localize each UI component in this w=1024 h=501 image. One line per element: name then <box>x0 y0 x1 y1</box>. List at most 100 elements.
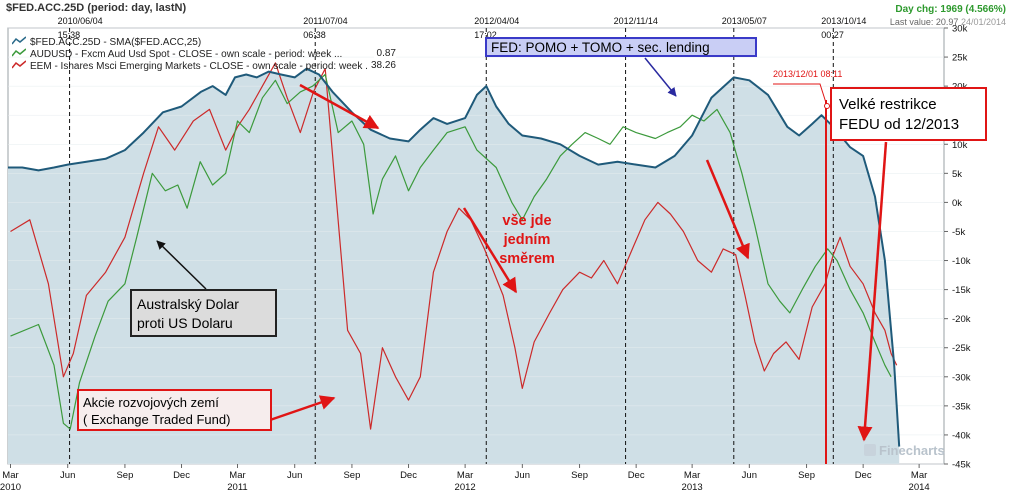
period-label: (period: day, lastN) <box>87 2 187 14</box>
x-tick-label: Dec <box>855 470 872 481</box>
y-tick-label: 10k <box>952 140 968 151</box>
symbol-label: $FED.ACC.25D <box>6 2 85 14</box>
y-tick-label: -10k <box>952 256 971 267</box>
annotation-text-line2: jedním <box>503 232 551 248</box>
annotation-text-line2: ( Exchange Traded Fund) <box>83 412 231 427</box>
finecharts-logo-icon <box>864 444 876 456</box>
x-tick-label: Mar <box>684 470 700 481</box>
legend-item-eem[interactable]: EEM - Ishares Msci Emerging Markets - CL… <box>12 60 396 72</box>
annotation-fed-operations: FED: POMO + TOMO + sec. lending <box>485 37 757 57</box>
annotation-text-line2: FEDU od 12/2013 <box>839 116 960 133</box>
x-year-label: 2010 <box>0 482 21 493</box>
restriction-date-connector <box>773 83 828 107</box>
x-tick-label: Jun <box>287 470 302 481</box>
date-markers: 2010/06/04 15:38 2011/07/04 06:38 2012/04/04… <box>58 16 866 464</box>
marker-time-label: 06:38 <box>303 30 326 40</box>
x-tick-label: Sep <box>343 470 360 481</box>
x-tick-label: Mar <box>229 470 245 481</box>
x-tick-label: Dec <box>173 470 190 481</box>
marker-label: 2012/11/14 <box>614 16 658 26</box>
legend-value: 38.26 <box>367 60 396 72</box>
annotation-text-line3: směrem <box>499 251 555 267</box>
series-line-fed <box>8 67 901 447</box>
legend-label: AUDUSD - Fxcm Aud Usd Spot - CLOSE - own… <box>30 49 343 60</box>
x-year-label: 2012 <box>455 482 476 493</box>
arrow-fed-decline-3 <box>705 159 750 260</box>
fed-area <box>8 68 900 464</box>
x-tick-label: Sep <box>116 470 133 481</box>
restriction-point <box>824 103 830 109</box>
series-line-eem <box>10 62 898 430</box>
legend-label: $FED.ACC.25D - SMA($FED.ACC,25) <box>30 37 202 48</box>
line-swatch-icon <box>12 60 27 70</box>
annotation-audusd: Australský Dolar proti US Dolaru <box>130 289 277 337</box>
y-tick-label: 5k <box>952 169 962 180</box>
day-change-value: Day chg: 1969 (4.566%) <box>895 4 1006 15</box>
line-swatch-icon <box>12 36 27 46</box>
fed-area-fill <box>8 68 900 464</box>
annotation-text-line2: proti US Dolaru <box>137 315 233 331</box>
annotation-emerging-markets: Akcie rozvojových zemí ( Exchange Traded… <box>77 389 272 431</box>
arrow-fed-decline-1 <box>299 83 380 130</box>
arrow-restrictions <box>857 141 888 442</box>
restriction-date-label: 2013/12/01 08:11 <box>773 69 843 79</box>
legend-item-audusd[interactable]: AUDUSD - Fxcm Aud Usd Spot - CLOSE - own… <box>12 48 396 60</box>
arrow-em <box>269 395 336 422</box>
y-tick-label: -15k <box>952 285 971 296</box>
marker-time-label: 00:27 <box>821 30 844 40</box>
marker-label: 2013/10/14 <box>821 16 866 26</box>
y-tick-label: 0k <box>952 198 962 209</box>
marker-label: 2011/07/04 <box>303 16 347 26</box>
x-tick-label: Mar <box>911 470 927 481</box>
x-tick-label: Sep <box>571 470 588 481</box>
y-tick-label: -20k <box>952 314 971 325</box>
last-value-label: Last value: 20.97 <box>889 17 959 27</box>
x-tick-label: Jun <box>60 470 75 481</box>
x-tick-label: Jun <box>515 470 530 481</box>
arrow-fed-box <box>644 57 677 97</box>
arrow-fed-decline-2 <box>462 207 518 294</box>
marker-label: 2012/04/04 <box>474 16 519 26</box>
day-change: Day chg: 1969 (4.566%) <box>895 4 1006 16</box>
y-tick-label: -35k <box>952 401 971 412</box>
x-tick-label: Jun <box>742 470 757 481</box>
annotation-text-line1: Australský Dolar <box>137 296 239 312</box>
x-tick-label: Mar <box>2 470 18 481</box>
finecharts-watermark: Finecharts <box>864 443 945 458</box>
x-tick-label: Dec <box>400 470 417 481</box>
y-tick-label: 25k <box>952 53 968 64</box>
marker-time-label: 15:38 <box>58 30 81 40</box>
x-tick-label: Dec <box>628 470 645 481</box>
annotation-text-line1: Velké restrikce <box>839 96 937 113</box>
annotation-text: FED: POMO + TOMO + sec. lending <box>491 40 710 55</box>
series-lines <box>8 62 901 447</box>
last-value-date: 24/01/2014 <box>960 17 1006 27</box>
annotation-same-direction: vše jde jedním směrem <box>482 212 572 269</box>
line-swatch-icon <box>12 48 27 58</box>
annotation-arrows <box>156 57 888 464</box>
legend-label: EEM - Ishares Msci Emerging Markets - CL… <box>30 61 374 72</box>
y-tick-label: 30k <box>952 24 968 35</box>
x-year-label: 2014 <box>909 482 930 493</box>
y-tick-label: -5k <box>952 227 965 238</box>
chart-title: $FED.ACC.25D (period: day, lastN) <box>6 2 186 14</box>
x-year-label: 2013 <box>682 482 703 493</box>
series-line-audusd <box>10 73 892 430</box>
y-tick-label: -25k <box>952 343 971 354</box>
last-value: Last value: 20.97 24/01/2014 <box>890 17 1006 27</box>
annotation-text-line1: Akcie rozvojových zemí <box>83 395 219 410</box>
y-tick-label: -30k <box>952 372 971 383</box>
y-tick-label: -40k <box>952 430 971 441</box>
x-year-label: 2011 <box>227 482 247 493</box>
legend: $FED.ACC.25D - SMA($FED.ACC,25) AUDUSD -… <box>12 36 396 72</box>
marker-label: 2010/06/04 <box>58 16 103 26</box>
arrow-aud <box>156 240 207 290</box>
legend-item-fed[interactable]: $FED.ACC.25D - SMA($FED.ACC,25) <box>12 36 396 48</box>
legend-value: 0.87 <box>373 48 396 60</box>
watermark-text: Finecharts <box>879 443 945 458</box>
marker-time-label: 17:02 <box>474 30 497 40</box>
marker-label: 2013/05/07 <box>722 16 767 26</box>
annotation-restrictions: Velké restrikce FEDU od 12/2013 <box>830 87 987 141</box>
x-tick-label: Sep <box>798 470 815 481</box>
annotation-text-line1: vše jde <box>502 213 552 229</box>
